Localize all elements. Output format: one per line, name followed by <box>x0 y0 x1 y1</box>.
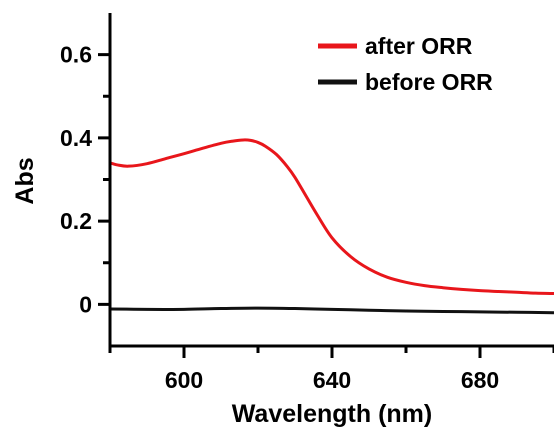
y-tick-label: 0.4 <box>60 125 92 151</box>
x-tick-label: 600 <box>165 367 203 393</box>
x-tick-label: 640 <box>313 367 351 393</box>
legend-label-2: before ORR <box>365 69 493 95</box>
y-axis-title: Abs <box>11 157 39 204</box>
series-line-1 <box>110 138 554 296</box>
y-tick-label: 0.6 <box>60 42 92 68</box>
y-tick-label: 0 <box>79 291 92 317</box>
y-tick-label: 0.2 <box>60 208 92 234</box>
x-tick-label: 680 <box>461 367 499 393</box>
series-line-2 <box>110 306 554 315</box>
x-axis-title: Wavelength (nm) <box>232 400 432 428</box>
legend-label-1: after ORR <box>365 33 473 59</box>
